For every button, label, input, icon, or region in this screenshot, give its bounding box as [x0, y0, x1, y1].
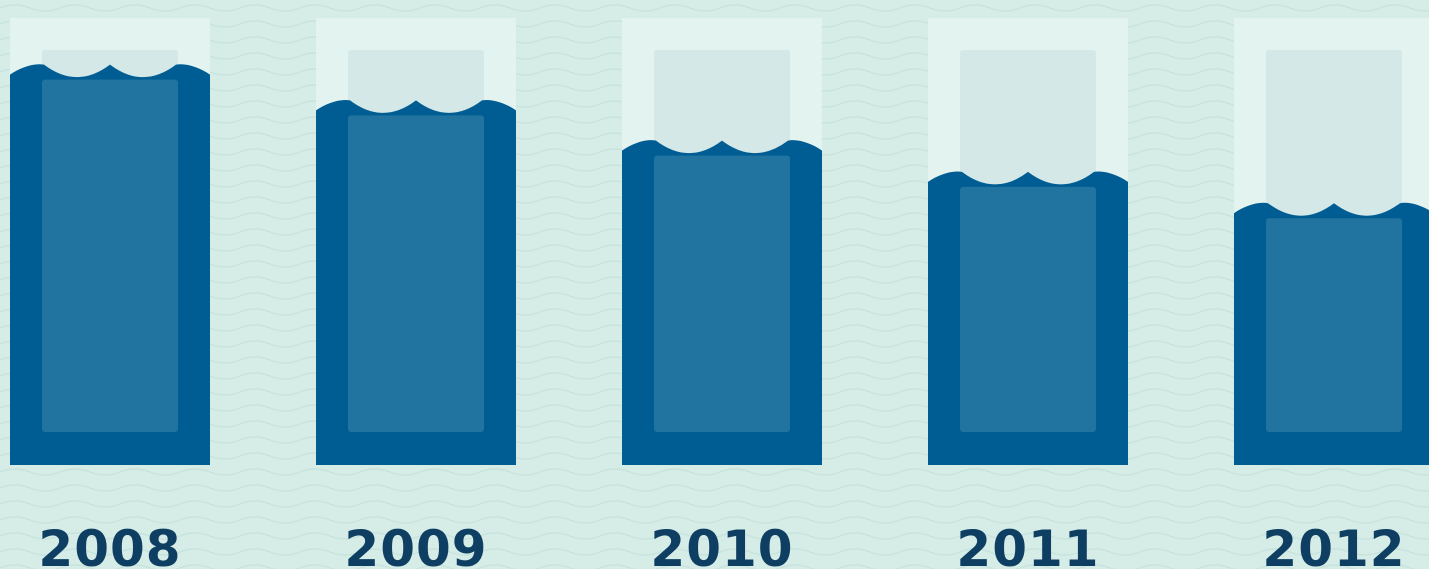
year-label-2008: 2008 — [38, 520, 181, 569]
year-label-2009: 2009 — [344, 520, 487, 569]
year-label-2012: 2012 — [1262, 520, 1405, 569]
year-label-2010: 2010 — [650, 520, 793, 569]
bar-water-inner-2012 — [1266, 218, 1402, 432]
bar-2012 — [1234, 18, 1429, 465]
bar-water-inner-2011 — [960, 186, 1096, 432]
bar-water-inner-2008 — [42, 79, 178, 432]
bar-2008 — [10, 18, 210, 465]
bar-water-inner-2010 — [654, 155, 790, 432]
year-label-2011: 2011 — [956, 520, 1099, 569]
bars-group — [10, 18, 1429, 466]
year-labels-group: 2008 2009 2010 2011 2012 — [38, 520, 1405, 569]
bar-2010 — [622, 18, 822, 465]
bar-2009 — [316, 18, 516, 466]
bar-2011 — [928, 18, 1128, 466]
bar-water-inner-2009 — [348, 115, 484, 433]
